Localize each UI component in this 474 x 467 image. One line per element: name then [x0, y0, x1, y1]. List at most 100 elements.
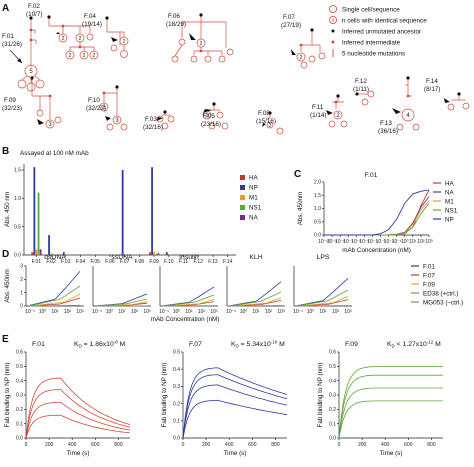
y-axis-label: Abs. 450 nm [4, 192, 11, 227]
tree-name: F.10 [88, 97, 100, 104]
legend-label: HA [445, 181, 455, 188]
tree-label-f13: F.13(36/16) [378, 108, 401, 135]
x-tick-label: F.11 [179, 259, 188, 265]
x-tick-label: 0 [25, 442, 28, 448]
legend-label: NA [249, 215, 259, 222]
bar [149, 252, 151, 255]
tree-f14 [447, 94, 470, 111]
legend-label: NA [445, 190, 455, 197]
legend-label: M1 [249, 195, 258, 202]
x-tick-label: F.10 [164, 259, 174, 265]
y-tick-label: 0.2 [329, 407, 336, 413]
x-tick-label: 10⁻¹ [92, 309, 102, 315]
sensorgram-line [338, 387, 443, 439]
x-tick-label: 10⁰ [307, 309, 315, 315]
x-tick-label: 800 [114, 442, 123, 448]
kd-label: KD = 1.86x10-8 M [74, 340, 126, 349]
legend-a-label: Inferred intermediate [342, 40, 401, 47]
x-tick-label: 10⁰ [401, 239, 409, 245]
node-count: 2 [336, 113, 340, 119]
y-tick-label: 1.0 [314, 206, 321, 212]
tree-label-f12: F.12(1/11) [353, 78, 369, 93]
trees [17, 15, 470, 135]
sensorgram-line [182, 367, 288, 439]
legend-label: NS1 [249, 205, 262, 212]
panel-label-e: E [2, 334, 9, 345]
x-tick-label: 400 [68, 442, 77, 448]
tree-f02 [48, 17, 99, 60]
ancestor-dots [29, 13, 461, 115]
legend-swatch [240, 175, 245, 180]
x-tick-label: 10³ [210, 309, 218, 315]
tree-counts: (27/19) [281, 22, 301, 29]
series-line [29, 293, 81, 307]
panel-label-c: C [294, 169, 301, 180]
x-tick-label: 10² [131, 309, 139, 315]
y-tick-label: 0.0 [16, 436, 23, 442]
bar [165, 252, 168, 255]
tree-label-f03: F.03(32/16) [143, 116, 163, 131]
node-count: 2 [93, 53, 96, 59]
series-line [29, 304, 81, 307]
sensorgram-line [25, 401, 131, 439]
x-tick-label: 10⁻¹ [293, 309, 303, 315]
sensorgram-line [25, 389, 131, 439]
tree-name: F.13 [380, 120, 392, 127]
tree-counts: (1/11) [353, 86, 369, 93]
x-tick-label: 200 [202, 442, 211, 448]
y-tick-label: 0.0 [14, 253, 21, 259]
tree-counts: (23/16) [201, 121, 221, 128]
tree-name: F.07 [283, 14, 295, 21]
tree-name: F.03 [145, 116, 157, 123]
x-axis-label: Time (s) [224, 450, 247, 457]
x-tick-label: 10¹ [409, 239, 417, 245]
tree-counts: (18/29) [166, 21, 186, 28]
y-tick-label: 0 [20, 304, 23, 310]
chart-c: 0.0 0.5 1.0 1.5 2.0 10⁻¹⁰10⁻⁹10⁻⁸10⁻⁷10⁻⁶10⁻⁵… [297, 180, 458, 254]
sensorgram-line [182, 399, 288, 439]
y-tick-label: 0.6 [329, 350, 336, 356]
x-tick-label: 10² [417, 239, 425, 245]
panel-label-b: B [2, 146, 9, 157]
legend-label: HA [249, 175, 259, 182]
node-counts: 5 2 2 2 2 2 2 2 2 3 3 3 3 2 4 2 [29, 36, 410, 129]
legend-label: F.09 [423, 282, 435, 289]
series-line [29, 297, 81, 307]
tree-f07 [296, 30, 326, 69]
tree-f06 [171, 15, 234, 63]
legend-a-label: Inferred unmutated ancestor [342, 29, 421, 36]
x-tick-label: 10⁻⁶ [351, 239, 361, 245]
node-count: 2 [300, 55, 303, 61]
bar [50, 253, 53, 255]
x-tick-label: 10¹ [252, 309, 260, 315]
node-count: 2 [123, 39, 126, 45]
tree-counts: (15/16) [256, 118, 276, 125]
bar [48, 235, 50, 255]
tree-label-f05: F.05(23/16) [201, 109, 221, 128]
x-tick-label: 10⁰ [173, 309, 181, 315]
node-count: 2 [62, 36, 65, 42]
y-tick-label: 3 [20, 264, 23, 270]
x-tick-label: 10⁻¹ [159, 309, 169, 315]
sensorgram-line [338, 374, 443, 439]
panel-title: KLH [249, 254, 262, 261]
bar [33, 167, 36, 255]
x-tick-label: 10² [265, 309, 273, 315]
y-tick-label: 0.4 [16, 378, 23, 384]
tree-counts: (1/14) [310, 112, 326, 119]
y-tick-label: 0.2 [16, 407, 23, 413]
legend-label: M1 [445, 199, 454, 206]
x-tick-label: 10³ [143, 309, 151, 315]
bar [39, 249, 42, 255]
tree-counts: (32/16) [143, 124, 163, 131]
x-axis-label: Time (s) [67, 450, 90, 457]
panel-name: F.07 [189, 341, 202, 348]
panel-name: F.09 [345, 341, 358, 348]
tree-name: F.14 [426, 78, 438, 85]
legend-label: MG053 (–ctrl.) [423, 300, 463, 307]
y-tick-label: 0.1 [173, 419, 180, 425]
tree-counts: (36/16) [378, 128, 398, 135]
tree-label-f06: F.06(18/29) [166, 13, 196, 40]
x-tick-label: 10³ [76, 309, 84, 315]
